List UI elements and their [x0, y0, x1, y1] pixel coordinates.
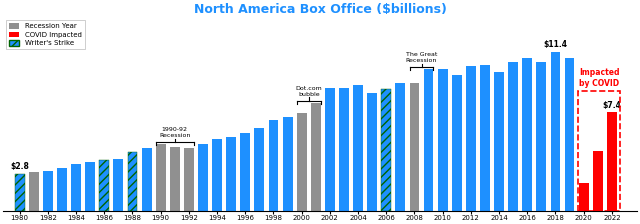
- Bar: [71, 164, 81, 211]
- Bar: [29, 172, 39, 211]
- Bar: [283, 117, 292, 211]
- Bar: [212, 139, 222, 211]
- Bar: [536, 62, 547, 211]
- Text: The Great
Recession: The Great Recession: [406, 52, 437, 63]
- Bar: [99, 160, 109, 211]
- Bar: [452, 75, 461, 211]
- Bar: [494, 72, 504, 211]
- Bar: [99, 160, 109, 211]
- Bar: [255, 128, 264, 211]
- Bar: [113, 159, 124, 211]
- Bar: [607, 112, 617, 211]
- Bar: [127, 152, 138, 211]
- Text: Impacted
by COVID: Impacted by COVID: [579, 69, 620, 88]
- Bar: [269, 120, 278, 211]
- Text: $7.4: $7.4: [602, 101, 621, 110]
- Bar: [353, 85, 363, 211]
- Bar: [184, 148, 194, 211]
- Bar: [410, 82, 419, 211]
- Bar: [396, 82, 405, 211]
- Text: $2.8: $2.8: [10, 162, 29, 171]
- Bar: [508, 62, 518, 211]
- Bar: [381, 89, 391, 211]
- Bar: [141, 148, 152, 211]
- Bar: [381, 89, 391, 211]
- Text: $11.4: $11.4: [543, 40, 568, 49]
- Bar: [15, 174, 24, 211]
- Bar: [170, 147, 180, 211]
- Legend: Recession Year, COVID Impacted, Writer's Strike: Recession Year, COVID Impacted, Writer's…: [6, 20, 84, 49]
- Bar: [297, 113, 307, 211]
- Bar: [15, 174, 24, 211]
- Bar: [57, 168, 67, 211]
- Bar: [198, 144, 208, 211]
- Bar: [227, 138, 236, 211]
- Text: Dot.com
bubble: Dot.com bubble: [295, 86, 322, 97]
- Bar: [522, 58, 532, 211]
- Bar: [424, 69, 433, 211]
- Bar: [579, 183, 589, 211]
- Bar: [241, 134, 250, 211]
- Bar: [339, 88, 349, 211]
- Bar: [156, 144, 166, 211]
- Text: 1990-92
Recession: 1990-92 Recession: [159, 127, 191, 138]
- Bar: [550, 52, 561, 211]
- Bar: [127, 152, 138, 211]
- Bar: [311, 103, 321, 211]
- Bar: [43, 171, 53, 211]
- Bar: [564, 58, 575, 211]
- Bar: [480, 65, 490, 211]
- Bar: [593, 151, 603, 211]
- Bar: [325, 88, 335, 211]
- Title: North America Box Office ($billions): North America Box Office ($billions): [193, 3, 447, 16]
- Bar: [466, 67, 476, 211]
- Bar: [367, 93, 377, 211]
- Bar: [85, 162, 95, 211]
- Bar: [438, 69, 447, 211]
